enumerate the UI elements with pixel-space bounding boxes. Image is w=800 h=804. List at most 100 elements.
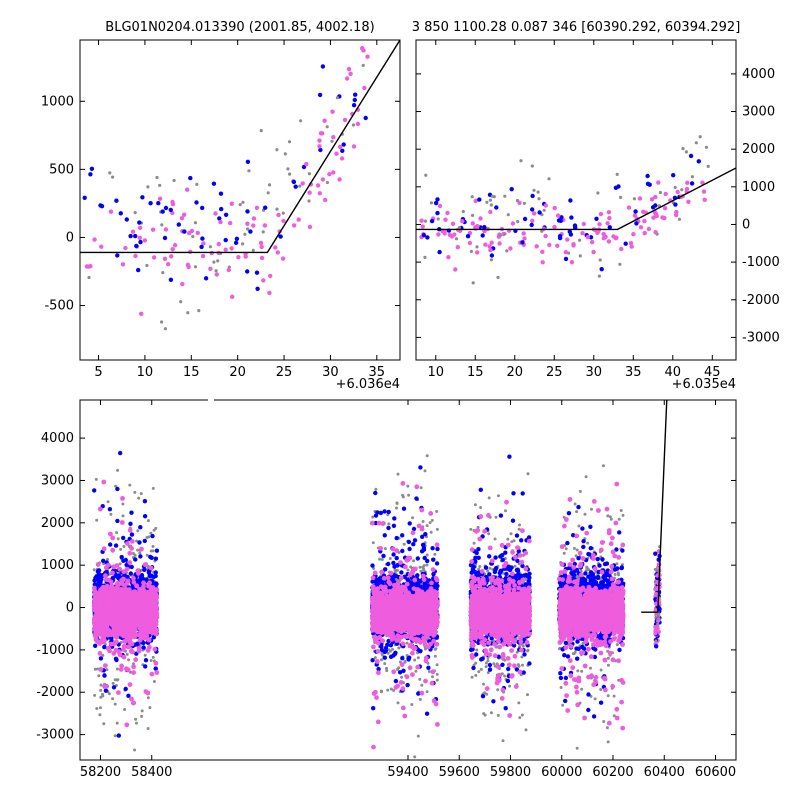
point-pink [130, 539, 135, 544]
point-pink [664, 192, 668, 196]
point-gray [122, 545, 125, 548]
point-gray [246, 227, 249, 230]
point-gray [429, 521, 432, 524]
point-pink [582, 222, 586, 226]
panel-top-right: 3 850 1100.28 0.087 346 [60390.292, 6039… [412, 20, 780, 392]
point-gray [496, 276, 499, 279]
point-pink [138, 236, 142, 240]
point-gray [531, 164, 534, 167]
point-gray [194, 221, 197, 224]
point-gray [282, 212, 285, 215]
point-gray [437, 217, 440, 220]
point-gray [436, 528, 439, 531]
point-blue [477, 197, 481, 201]
point-gray [326, 181, 329, 184]
point-gray [507, 213, 510, 216]
point-blue [143, 664, 147, 668]
point-gray [152, 487, 155, 490]
point-pink [100, 625, 105, 630]
point-pink [460, 219, 464, 223]
point-blue [149, 574, 153, 578]
point-gray [136, 549, 139, 552]
point-pink [120, 613, 125, 618]
point-blue [115, 574, 119, 578]
point-blue [481, 233, 485, 237]
point-blue [690, 181, 694, 185]
point-pink [522, 231, 526, 235]
point-pink [436, 232, 440, 236]
point-gray [396, 569, 399, 572]
point-pink [702, 189, 706, 193]
point-pink [552, 225, 556, 229]
point-pink [173, 243, 177, 247]
point-gray [426, 454, 429, 457]
point-pink [112, 589, 117, 594]
point-pink [129, 616, 134, 621]
point-blue [340, 149, 344, 153]
point-blue [99, 656, 103, 660]
panel-top-right-points [419, 135, 710, 284]
point-pink [196, 231, 200, 235]
point-pink [138, 226, 142, 230]
point-gray [414, 670, 417, 673]
point-gray [380, 658, 383, 661]
point-gray [116, 722, 119, 725]
point-pink [103, 573, 108, 578]
point-gray [150, 550, 153, 553]
point-blue [352, 103, 356, 107]
point-gray [99, 706, 102, 709]
point-gray [284, 152, 287, 155]
point-gray [114, 734, 117, 737]
point-pink [131, 670, 136, 675]
point-pink [642, 219, 646, 223]
point-pink [571, 242, 575, 246]
point-gray [95, 707, 98, 710]
point-gray [407, 494, 410, 497]
point-pink [110, 571, 115, 576]
point-blue [255, 287, 259, 291]
point-pink [570, 260, 574, 264]
point-pink [322, 119, 326, 123]
point-blue [118, 451, 122, 455]
point-gray [101, 694, 104, 697]
point-gray [123, 708, 126, 711]
point-gray [241, 201, 244, 204]
point-gray [503, 232, 506, 235]
point-gray [98, 713, 101, 716]
point-gray [417, 735, 420, 738]
point-pink [540, 250, 544, 254]
point-pink [662, 216, 666, 220]
point-pink [260, 245, 264, 249]
point-gray [537, 197, 540, 200]
point-pink [137, 633, 142, 638]
point-blue [435, 211, 439, 215]
point-blue [128, 234, 132, 238]
point-pink [130, 602, 135, 607]
point-pink [685, 181, 689, 185]
point-blue [115, 487, 119, 491]
point-pink [122, 600, 127, 605]
point-blue [133, 557, 137, 561]
point-gray [136, 529, 139, 532]
point-pink [138, 604, 143, 609]
point-gray [122, 514, 125, 517]
point-gray [215, 269, 218, 272]
point-blue [520, 240, 524, 244]
point-pink [330, 110, 334, 114]
point-gray [537, 191, 540, 194]
point-blue [255, 271, 259, 275]
point-gray [116, 678, 119, 681]
point-blue [564, 257, 568, 261]
point-pink [152, 616, 157, 621]
point-blue [199, 245, 203, 249]
point-pink [112, 602, 117, 607]
point-blue [102, 673, 106, 677]
point-blue [93, 644, 97, 648]
panel-top-left-frame [80, 40, 400, 360]
point-pink [109, 642, 114, 647]
y-tick-label: -2000 [742, 293, 780, 308]
point-pink [109, 579, 114, 584]
point-gray [95, 478, 98, 481]
